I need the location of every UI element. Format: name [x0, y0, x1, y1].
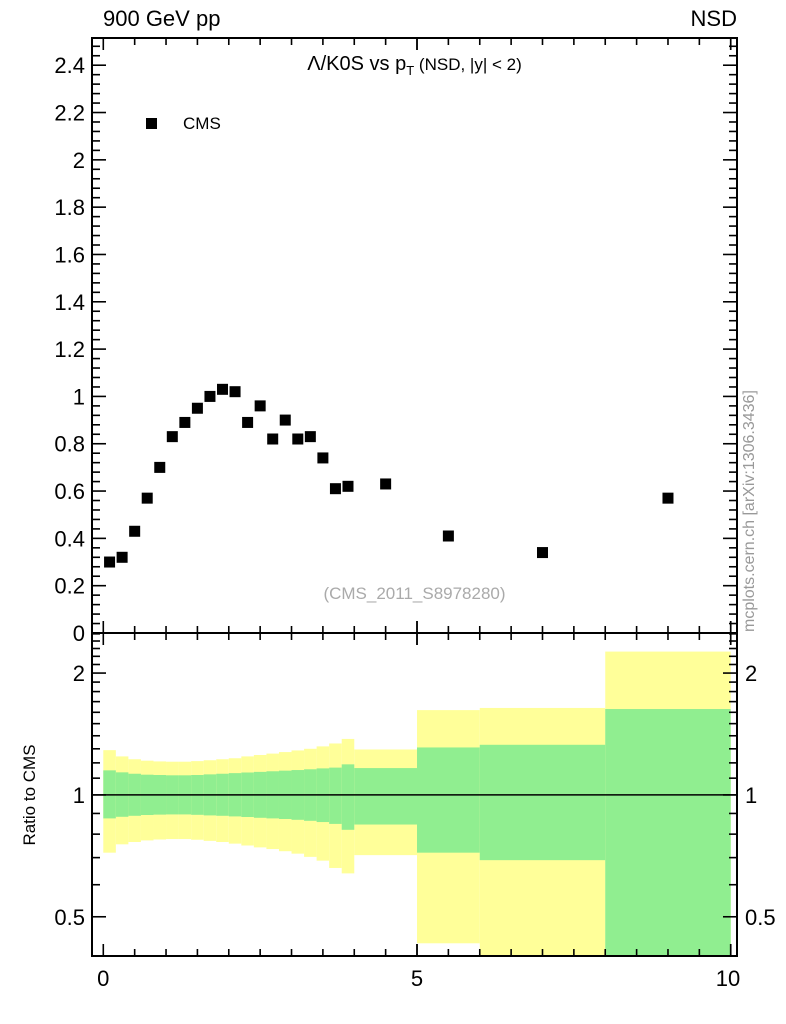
data-point	[317, 452, 329, 464]
axis-tick-label: 2	[745, 661, 757, 686]
header-event-class-label: NSD	[690, 6, 737, 31]
data-point	[116, 551, 128, 563]
axis-tick-label: 2	[73, 661, 85, 686]
axis-tick-label: 1.6	[54, 242, 85, 267]
ratio-axis-title: Ratio to CMS	[20, 744, 39, 846]
axis-tick-label: 5	[411, 966, 423, 991]
data-point	[662, 492, 674, 504]
axis-tick-label: 1	[73, 783, 85, 808]
axis-tick-label: 1.8	[54, 195, 85, 220]
axis-tick-label: 1.2	[54, 337, 85, 362]
data-point	[254, 400, 266, 412]
data-point	[536, 547, 548, 559]
uncertainty-band-inner	[479, 744, 606, 861]
legend-marker-square-icon	[146, 118, 157, 129]
axis-tick-label: 0.2	[54, 574, 85, 599]
data-point	[304, 431, 316, 443]
data-point	[279, 414, 291, 426]
mcplots-attribution: mcplots.cern.ch [arXiv:1306.3436]	[741, 390, 758, 632]
data-point	[191, 402, 203, 414]
data-point	[267, 433, 279, 445]
plot-title: Λ/K0S vs pT (NSD, |y| < 2)	[92, 53, 737, 78]
data-point	[229, 386, 241, 398]
axis-tick-label: 0.6	[54, 479, 85, 504]
data-point	[380, 478, 392, 490]
axis-tick-label: 10	[716, 966, 740, 991]
data-point	[166, 431, 178, 443]
plot-title-condition: (NSD, |y| < 2)	[414, 55, 522, 74]
axis-tick-label: 1	[73, 384, 85, 409]
data-point	[129, 525, 141, 537]
uncertainty-band-inner	[417, 747, 480, 853]
axis-tick-label: 2.2	[54, 101, 85, 126]
data-point	[141, 492, 153, 504]
axis-tick-label: 0	[97, 966, 109, 991]
axis-tick-label: 0.5	[54, 905, 85, 930]
plot-title-subscript: T	[406, 63, 415, 78]
uncertainty-band-inner	[354, 768, 418, 825]
uncertainty-band-inner	[329, 767, 342, 824]
data-point	[242, 416, 254, 428]
axis-tick-label: 0.4	[54, 526, 85, 551]
axis-tick-label: 0.5	[745, 905, 776, 930]
axis-tick-label: 2.4	[54, 53, 85, 78]
data-point	[154, 461, 166, 473]
analysis-id-watermark: (CMS_2011_S8978280)	[323, 584, 506, 603]
legend-label: CMS	[183, 114, 221, 133]
data-point	[104, 556, 116, 568]
data-point	[204, 390, 216, 402]
uncertainty-band-inner	[341, 764, 355, 830]
data-point	[179, 416, 191, 428]
axis-tick-label: 1	[745, 783, 757, 808]
data-point	[217, 383, 229, 395]
axis-tick-label: 1.4	[54, 290, 85, 315]
data-point	[342, 480, 354, 492]
header-beam-label: 900 GeV pp	[103, 6, 221, 31]
plot-title-main: Λ/K0S vs p	[307, 53, 407, 75]
axis-tick-label: 2	[73, 148, 85, 173]
axis-tick-label: 0	[73, 621, 85, 646]
data-point	[292, 433, 304, 445]
data-point	[329, 483, 341, 495]
uncertainty-band-inner	[605, 709, 731, 956]
data-point	[442, 530, 454, 542]
axis-tick-label: 0.8	[54, 432, 85, 457]
